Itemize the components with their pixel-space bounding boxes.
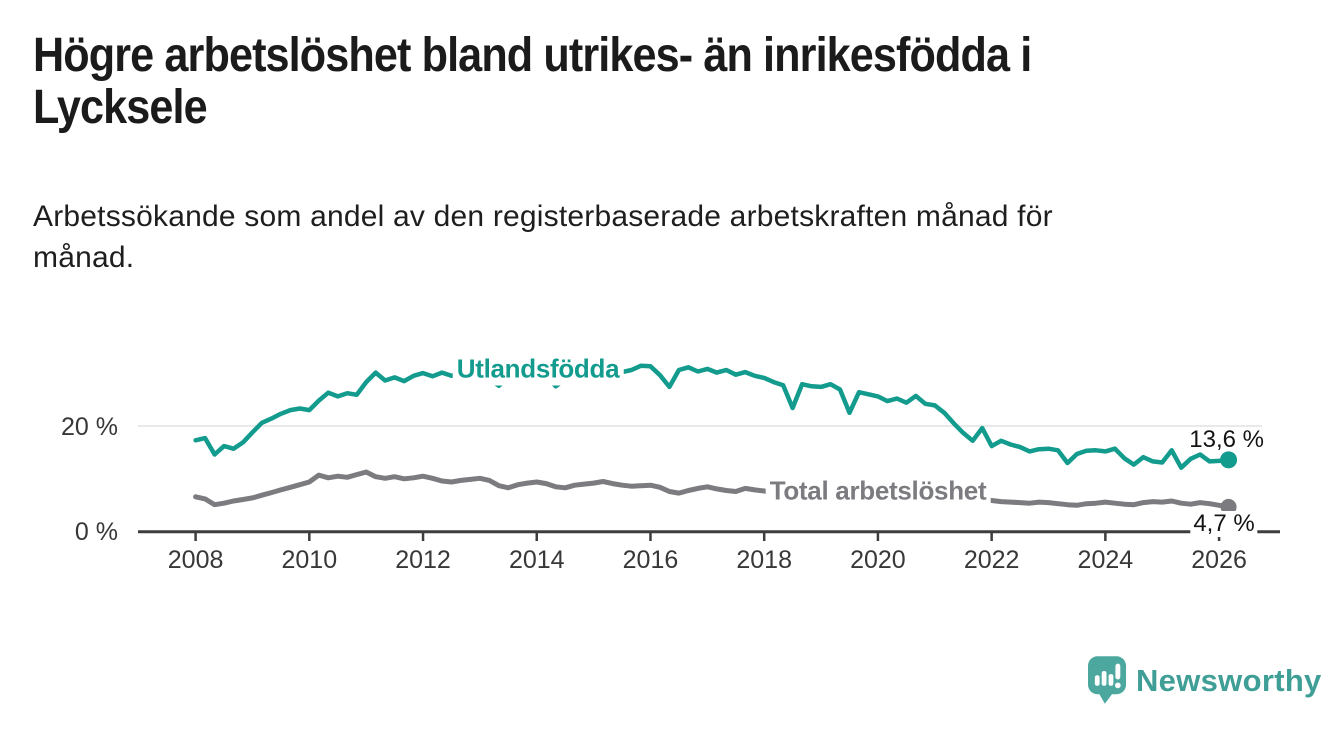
y-axis-tick-20: 20 %: [61, 413, 118, 441]
value-label-total: 4,7 %: [1190, 511, 1258, 537]
svg-text:2024: 2024: [1078, 546, 1134, 574]
newsworthy-wordmark: Newsworthy: [1136, 662, 1322, 698]
title-line-1: Högre arbetslöshet bland utrikes- än inr…: [33, 29, 1032, 82]
series-label-total-arbetsloshet: Total arbetslöshet: [765, 474, 991, 508]
chart-subtitle: Arbetssökande som andel av den registerb…: [33, 196, 1293, 278]
title-line-2: Lycksele: [33, 81, 208, 134]
svg-text:2016: 2016: [623, 546, 679, 574]
svg-text:2020: 2020: [850, 546, 906, 574]
subtitle-line-2: månad.: [33, 241, 135, 274]
svg-text:2014: 2014: [509, 546, 565, 574]
svg-text:2010: 2010: [282, 546, 338, 574]
newsworthy-bubble-chart-icon: [1088, 656, 1126, 704]
svg-text:2012: 2012: [395, 546, 451, 574]
svg-text:2008: 2008: [168, 546, 224, 574]
series-label-utlandsfodda: Utlandsfödda: [452, 352, 624, 386]
page-title: Högre arbetslöshet bland utrikes- än inr…: [33, 30, 1293, 134]
svg-text:2018: 2018: [736, 546, 792, 574]
svg-text:2026: 2026: [1191, 546, 1247, 574]
y-axis-tick-0: 0 %: [74, 518, 118, 546]
subtitle-line-1: Arbetssökande som andel av den registerb…: [33, 200, 1053, 233]
svg-text:2022: 2022: [964, 546, 1020, 574]
newsworthy-logo: Newsworthy: [1088, 656, 1322, 705]
value-label-utlandsfodda: 13,6 %: [1189, 426, 1264, 453]
